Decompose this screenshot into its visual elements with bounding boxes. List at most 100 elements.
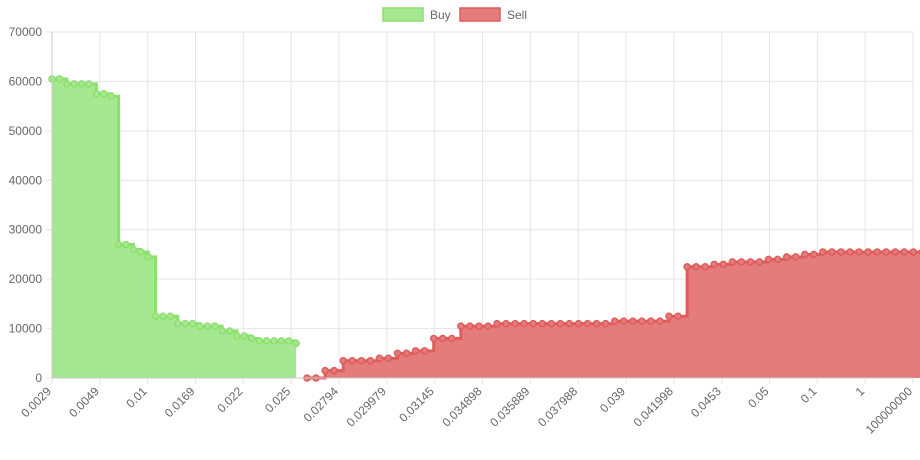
x-tick-label: 0.034898 [439, 384, 485, 430]
sell-point [484, 322, 492, 330]
sell-point [502, 319, 510, 328]
sell-point [375, 354, 384, 362]
buy-point [174, 319, 182, 328]
buy-point [240, 332, 249, 340]
sell-point [864, 248, 872, 256]
sell-point [900, 248, 909, 256]
x-tick-label: 0.025 [262, 384, 293, 415]
sell-point [656, 317, 664, 325]
sell-point [728, 258, 737, 266]
sell-point [873, 248, 881, 256]
sell-point [556, 319, 565, 328]
buy-point [159, 312, 167, 320]
buy-point [77, 80, 86, 88]
x-axis: 0.0029 0.0049 0.01 0.0169 0.022 0.025 0.02794 0… [18, 377, 916, 437]
sell-point [647, 317, 655, 325]
sell-point [909, 248, 918, 256]
sell-point [891, 248, 899, 256]
sell-point [764, 255, 773, 264]
sell-point [755, 258, 764, 266]
sell-point [665, 312, 673, 320]
sell-point [448, 334, 456, 343]
sell-point [601, 319, 610, 328]
buy-point [196, 322, 204, 330]
x-tick-label: 0.01 [123, 384, 150, 411]
sell-point [429, 334, 438, 343]
x-tick-label: 0.037988 [535, 384, 581, 430]
sell-point [411, 347, 420, 355]
sell-point [855, 248, 863, 256]
sell-point [701, 263, 709, 271]
sell-point [511, 319, 519, 328]
buy-point [107, 92, 115, 101]
sell-point [402, 349, 411, 358]
sell-point [357, 356, 366, 365]
sell-point [493, 319, 501, 328]
x-tick-label: 0.022 [214, 384, 245, 415]
sell-point [592, 319, 601, 328]
buy-point [225, 327, 234, 335]
buy-point [285, 337, 293, 345]
buy-point [63, 80, 71, 88]
sell-point [565, 319, 574, 328]
buy-point [100, 90, 108, 98]
x-tick-label: 0.0169 [162, 384, 198, 420]
x-tick-label: 0.03145 [396, 384, 437, 425]
sell-point [529, 319, 537, 328]
y-tick-label: 20000 [9, 272, 43, 286]
sell-point [583, 319, 592, 328]
y-tick-label: 0 [35, 371, 42, 385]
sell-point [384, 354, 393, 362]
sell-area [307, 251, 920, 378]
sell-point [538, 319, 547, 328]
sell-point [801, 250, 809, 259]
buy-point [203, 322, 212, 330]
sell-point [610, 317, 619, 325]
sell-point [439, 334, 447, 343]
legend-item-sell[interactable]: Sell [459, 7, 527, 22]
legend-item-buy[interactable]: Buy [382, 7, 451, 22]
sell-point [420, 347, 429, 355]
buy-point [211, 322, 219, 330]
legend: Buy Sell [382, 7, 527, 22]
sell-point [574, 319, 583, 328]
sell-point [719, 260, 728, 269]
legend-swatch-sell [459, 7, 501, 22]
buy-point [85, 80, 93, 88]
sell-point [810, 250, 818, 259]
sell-point [366, 356, 375, 365]
y-tick-label: 60000 [9, 74, 43, 88]
x-tick-label: 0.1 [798, 384, 820, 406]
buy-point [188, 319, 197, 328]
sell-point [683, 263, 691, 271]
buy-point [233, 332, 241, 340]
x-tick-label: 1 [853, 384, 868, 399]
y-axis: 0 10000 20000 30000 40000 50000 60000 70000 [9, 25, 53, 385]
sell-point [348, 356, 356, 365]
buy-point [137, 248, 145, 256]
buy-point [181, 319, 189, 328]
sell-point [692, 263, 700, 271]
x-tick-label: 0.02794 [301, 384, 342, 425]
y-tick-label: 50000 [9, 124, 43, 138]
sell-point [819, 248, 827, 256]
sell-point [828, 248, 836, 256]
x-tick-label: 0.0049 [66, 384, 102, 420]
buy-point [114, 240, 123, 249]
buy-point [270, 337, 278, 345]
sell-point [629, 317, 637, 325]
sell-point [674, 312, 682, 320]
x-tick-label: 0.05 [745, 384, 772, 411]
sell-point [791, 253, 800, 261]
sell-point [882, 248, 890, 256]
sell-point [520, 319, 528, 328]
x-tick-label: 0.035889 [487, 384, 533, 430]
x-tick-label: 0.039 [597, 384, 628, 415]
buy-point [262, 337, 271, 345]
legend-label-sell: Sell [507, 8, 527, 22]
x-tick-label: 100000000 [863, 384, 916, 437]
sell-point [620, 317, 628, 325]
sell-point [773, 255, 782, 264]
